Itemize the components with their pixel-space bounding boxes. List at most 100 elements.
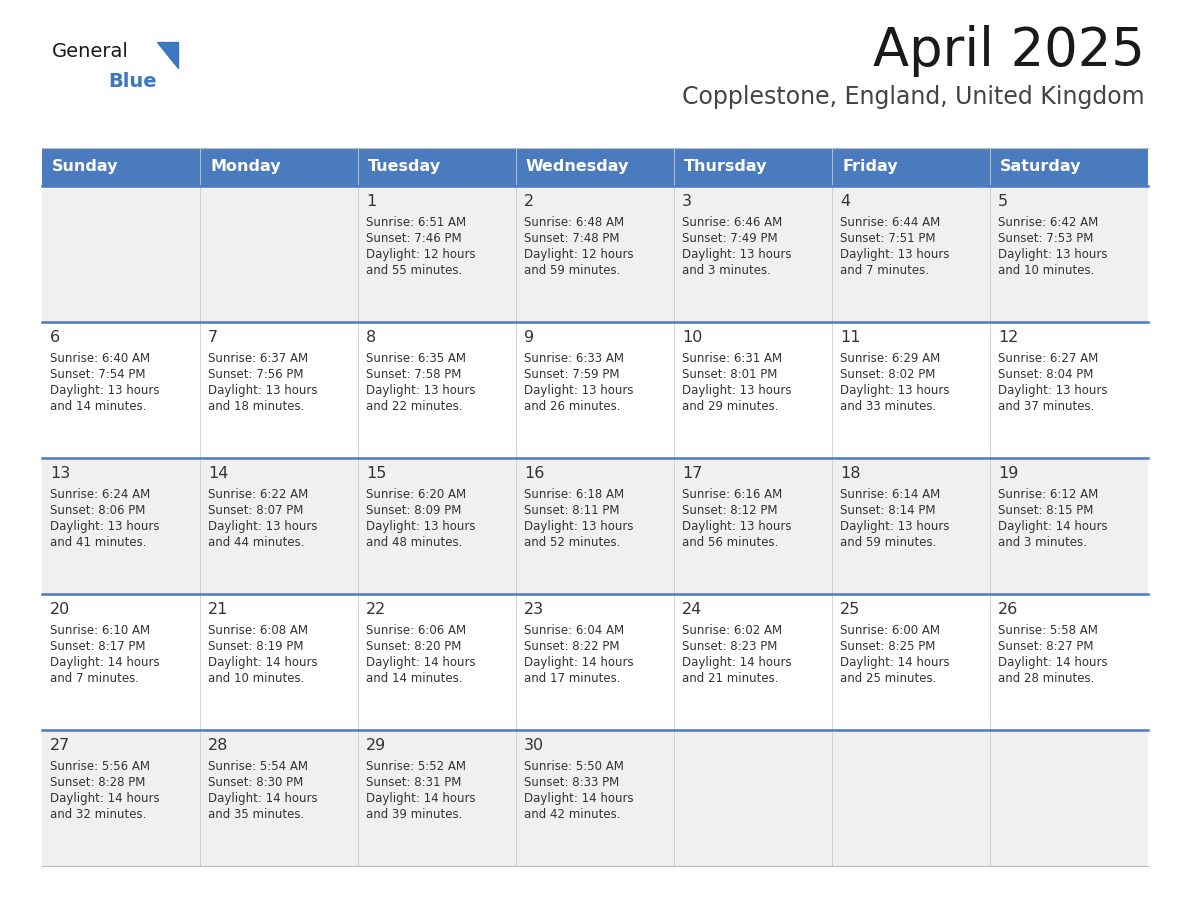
- Text: Wednesday: Wednesday: [526, 160, 630, 174]
- Text: and 10 minutes.: and 10 minutes.: [208, 672, 304, 685]
- Text: Sunset: 8:06 PM: Sunset: 8:06 PM: [50, 504, 145, 517]
- Text: Sunset: 8:04 PM: Sunset: 8:04 PM: [998, 368, 1093, 381]
- Text: Sunset: 8:09 PM: Sunset: 8:09 PM: [366, 504, 461, 517]
- Text: 24: 24: [682, 602, 702, 617]
- Text: and 29 minutes.: and 29 minutes.: [682, 400, 778, 413]
- Text: Daylight: 13 hours: Daylight: 13 hours: [366, 520, 475, 533]
- Text: Sunset: 8:19 PM: Sunset: 8:19 PM: [208, 640, 303, 653]
- Text: Sunset: 8:11 PM: Sunset: 8:11 PM: [524, 504, 619, 517]
- Text: Sunset: 8:15 PM: Sunset: 8:15 PM: [998, 504, 1093, 517]
- Text: Sunrise: 6:29 AM: Sunrise: 6:29 AM: [840, 352, 940, 365]
- Text: Sunset: 8:25 PM: Sunset: 8:25 PM: [840, 640, 935, 653]
- Text: Daylight: 13 hours: Daylight: 13 hours: [840, 520, 949, 533]
- Text: and 37 minutes.: and 37 minutes.: [998, 400, 1094, 413]
- Bar: [42, 730, 1148, 866]
- Text: Daylight: 13 hours: Daylight: 13 hours: [524, 520, 633, 533]
- Text: Daylight: 12 hours: Daylight: 12 hours: [366, 248, 475, 261]
- Bar: [42, 148, 200, 186]
- Bar: [42, 186, 1148, 322]
- Text: 17: 17: [682, 466, 702, 481]
- Text: Daylight: 13 hours: Daylight: 13 hours: [840, 248, 949, 261]
- Text: Sunset: 7:56 PM: Sunset: 7:56 PM: [208, 368, 303, 381]
- Text: Daylight: 14 hours: Daylight: 14 hours: [208, 656, 317, 669]
- Text: and 7 minutes.: and 7 minutes.: [840, 264, 929, 277]
- Text: and 55 minutes.: and 55 minutes.: [366, 264, 462, 277]
- Text: Sunset: 8:14 PM: Sunset: 8:14 PM: [840, 504, 935, 517]
- Text: Daylight: 14 hours: Daylight: 14 hours: [50, 656, 159, 669]
- Text: Daylight: 14 hours: Daylight: 14 hours: [998, 656, 1107, 669]
- Text: Sunset: 8:33 PM: Sunset: 8:33 PM: [524, 776, 619, 789]
- Text: Sunrise: 6:42 AM: Sunrise: 6:42 AM: [998, 216, 1098, 229]
- Text: Sunset: 8:28 PM: Sunset: 8:28 PM: [50, 776, 145, 789]
- Text: Blue: Blue: [108, 72, 157, 91]
- Text: Daylight: 12 hours: Daylight: 12 hours: [524, 248, 633, 261]
- Text: and 42 minutes.: and 42 minutes.: [524, 808, 620, 821]
- Text: and 32 minutes.: and 32 minutes.: [50, 808, 146, 821]
- Text: Sunset: 7:48 PM: Sunset: 7:48 PM: [524, 232, 619, 245]
- Text: Sunrise: 6:20 AM: Sunrise: 6:20 AM: [366, 488, 466, 501]
- Text: 9: 9: [524, 330, 535, 345]
- Text: Sunrise: 6:04 AM: Sunrise: 6:04 AM: [524, 624, 624, 637]
- Text: Sunset: 7:53 PM: Sunset: 7:53 PM: [998, 232, 1093, 245]
- Text: and 35 minutes.: and 35 minutes.: [208, 808, 304, 821]
- Text: and 22 minutes.: and 22 minutes.: [366, 400, 462, 413]
- Text: 26: 26: [998, 602, 1018, 617]
- Text: 21: 21: [208, 602, 228, 617]
- Text: 27: 27: [50, 738, 70, 753]
- Text: Sunday: Sunday: [52, 160, 119, 174]
- Text: Thursday: Thursday: [684, 160, 767, 174]
- Text: and 17 minutes.: and 17 minutes.: [524, 672, 620, 685]
- Text: 4: 4: [840, 194, 851, 209]
- Text: Daylight: 14 hours: Daylight: 14 hours: [50, 792, 159, 805]
- Bar: [832, 148, 990, 186]
- Text: Daylight: 13 hours: Daylight: 13 hours: [682, 248, 791, 261]
- Text: Daylight: 13 hours: Daylight: 13 hours: [50, 384, 159, 397]
- Text: and 26 minutes.: and 26 minutes.: [524, 400, 620, 413]
- Text: and 59 minutes.: and 59 minutes.: [524, 264, 620, 277]
- Text: Sunrise: 5:50 AM: Sunrise: 5:50 AM: [524, 760, 624, 773]
- Text: Sunrise: 6:06 AM: Sunrise: 6:06 AM: [366, 624, 466, 637]
- Text: 1: 1: [366, 194, 377, 209]
- Text: Sunrise: 6:35 AM: Sunrise: 6:35 AM: [366, 352, 466, 365]
- Text: Copplestone, England, United Kingdom: Copplestone, England, United Kingdom: [682, 85, 1145, 109]
- Text: Sunrise: 6:37 AM: Sunrise: 6:37 AM: [208, 352, 308, 365]
- Text: Sunrise: 6:27 AM: Sunrise: 6:27 AM: [998, 352, 1098, 365]
- Text: 14: 14: [208, 466, 228, 481]
- Bar: [42, 458, 1148, 594]
- Text: 30: 30: [524, 738, 544, 753]
- Text: Daylight: 13 hours: Daylight: 13 hours: [682, 384, 791, 397]
- Text: and 3 minutes.: and 3 minutes.: [998, 536, 1087, 549]
- Text: and 18 minutes.: and 18 minutes.: [208, 400, 304, 413]
- Text: and 10 minutes.: and 10 minutes.: [998, 264, 1094, 277]
- Text: and 21 minutes.: and 21 minutes.: [682, 672, 778, 685]
- Text: Daylight: 13 hours: Daylight: 13 hours: [840, 384, 949, 397]
- Text: Tuesday: Tuesday: [368, 160, 441, 174]
- Text: Sunrise: 6:12 AM: Sunrise: 6:12 AM: [998, 488, 1098, 501]
- Text: Daylight: 13 hours: Daylight: 13 hours: [524, 384, 633, 397]
- Text: and 59 minutes.: and 59 minutes.: [840, 536, 936, 549]
- Text: 16: 16: [524, 466, 544, 481]
- Text: Daylight: 14 hours: Daylight: 14 hours: [366, 656, 475, 669]
- Text: 19: 19: [998, 466, 1018, 481]
- Text: Sunrise: 6:10 AM: Sunrise: 6:10 AM: [50, 624, 150, 637]
- Text: Daylight: 14 hours: Daylight: 14 hours: [524, 656, 633, 669]
- Text: and 14 minutes.: and 14 minutes.: [50, 400, 146, 413]
- Text: Sunset: 8:20 PM: Sunset: 8:20 PM: [366, 640, 461, 653]
- Text: 28: 28: [208, 738, 228, 753]
- Text: and 39 minutes.: and 39 minutes.: [366, 808, 462, 821]
- Text: Sunrise: 6:00 AM: Sunrise: 6:00 AM: [840, 624, 940, 637]
- Bar: [42, 594, 1148, 730]
- Text: Daylight: 14 hours: Daylight: 14 hours: [524, 792, 633, 805]
- Text: Saturday: Saturday: [1000, 160, 1081, 174]
- Text: and 56 minutes.: and 56 minutes.: [682, 536, 778, 549]
- Text: 5: 5: [998, 194, 1009, 209]
- Text: and 14 minutes.: and 14 minutes.: [366, 672, 462, 685]
- Text: and 7 minutes.: and 7 minutes.: [50, 672, 139, 685]
- Text: and 41 minutes.: and 41 minutes.: [50, 536, 146, 549]
- Text: Monday: Monday: [210, 160, 280, 174]
- Text: Sunset: 7:59 PM: Sunset: 7:59 PM: [524, 368, 619, 381]
- Text: Daylight: 14 hours: Daylight: 14 hours: [208, 792, 317, 805]
- Text: Sunrise: 6:51 AM: Sunrise: 6:51 AM: [366, 216, 466, 229]
- Text: Daylight: 14 hours: Daylight: 14 hours: [366, 792, 475, 805]
- Text: Sunrise: 6:14 AM: Sunrise: 6:14 AM: [840, 488, 940, 501]
